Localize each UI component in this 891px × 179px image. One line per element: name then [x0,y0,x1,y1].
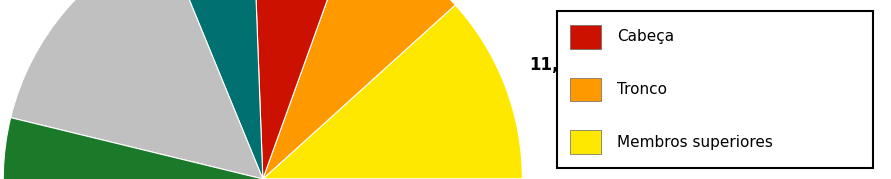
Text: Tronco: Tronco [617,82,667,97]
Wedge shape [164,0,263,179]
Bar [570,25,601,49]
Wedge shape [263,0,455,179]
Wedge shape [4,118,522,179]
Text: Membros superiores: Membros superiores [617,134,773,149]
Bar [570,130,601,154]
Text: 11,7%: 11,7% [529,56,587,74]
Wedge shape [253,0,351,179]
Text: Cabeça: Cabeça [617,30,674,45]
Bar [557,11,873,168]
Wedge shape [11,0,263,179]
Bar [570,78,601,101]
Wedge shape [263,5,522,179]
